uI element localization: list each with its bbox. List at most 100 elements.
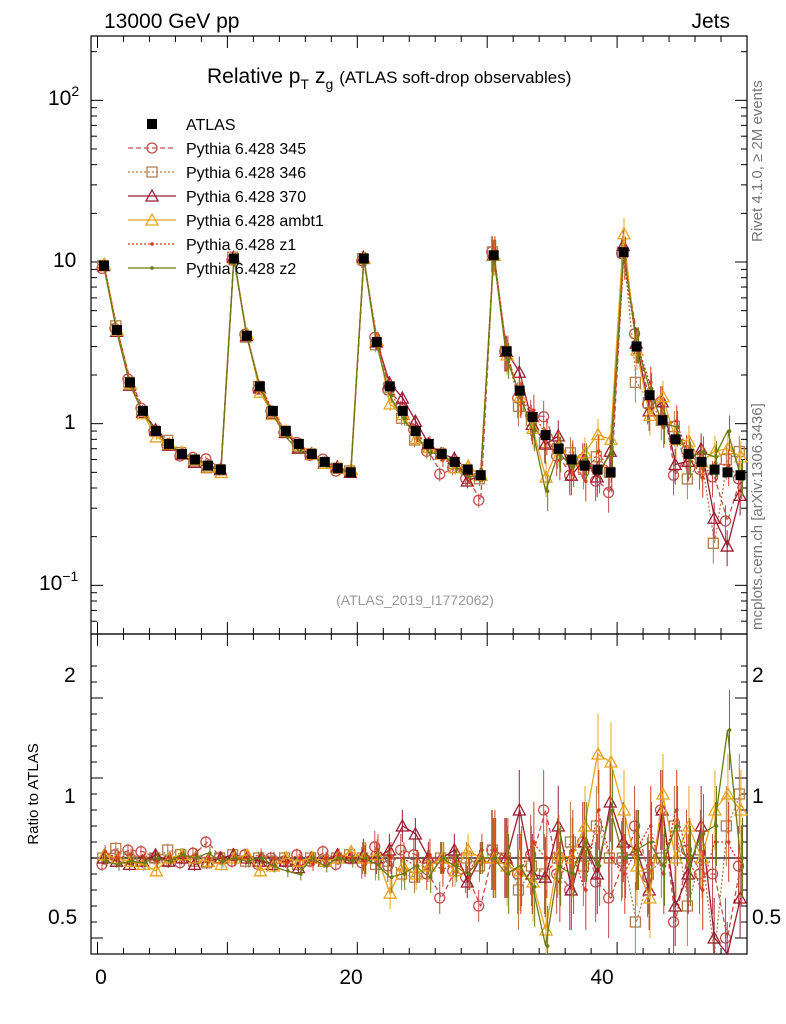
ratio-point (623, 856, 628, 860)
title-z: z (315, 65, 326, 88)
ratio-point (564, 836, 577, 848)
ratio-point (584, 840, 589, 844)
atlas-data-point (176, 448, 187, 459)
ratio-point (707, 930, 722, 944)
ratio-point (577, 818, 593, 832)
ratio-point (253, 863, 268, 877)
ratio-point (532, 840, 536, 844)
ratio-point (545, 856, 549, 860)
ratio-point (551, 818, 566, 832)
ratio-point (461, 842, 476, 856)
x-tick-label: 20 (339, 966, 362, 989)
ratio-point (512, 884, 525, 896)
ratio-point (733, 890, 748, 904)
ratio-point (109, 853, 124, 867)
ratio-point (383, 885, 398, 899)
data-point (642, 408, 658, 422)
data-point (603, 443, 618, 457)
atlas-data-point (137, 405, 148, 416)
ratio-point (162, 850, 177, 864)
atlas-data-point (592, 464, 603, 475)
ratio-point (117, 862, 121, 867)
ratio-point (642, 868, 655, 880)
ratio-point (103, 849, 107, 854)
ratio-point (97, 847, 112, 861)
ratio-point (571, 872, 576, 876)
data-point (668, 457, 683, 471)
ratio-tick-label-right: 1 (752, 785, 764, 808)
atlas-data-point (527, 411, 538, 422)
ratio-point (603, 794, 618, 808)
ratio-point (441, 856, 446, 860)
data-point (701, 450, 706, 454)
ratio-point (733, 802, 748, 816)
ratio-point (590, 746, 606, 760)
data-point (610, 452, 615, 456)
ratio-point (584, 888, 588, 892)
ratio-point (642, 890, 658, 904)
ratio-point (408, 849, 420, 861)
ratio-point (701, 832, 706, 836)
atlas-data-point (722, 467, 733, 478)
ratio-point (156, 856, 160, 860)
side-label-rivet: Rivet 4.1.0, ≥ 2M events (749, 80, 766, 242)
ratio-point (356, 847, 371, 861)
atlas-data-point (579, 460, 590, 471)
ratio-point (589, 876, 602, 888)
data-point (395, 390, 410, 404)
ratio-point (525, 866, 540, 880)
ratio-point (260, 856, 264, 860)
atlas-data-point (228, 253, 239, 264)
main-y-tick-labels: 102 10 1 10−1 (39, 83, 79, 595)
ratio-point (681, 818, 697, 832)
data-point (733, 488, 748, 502)
data-point (584, 457, 589, 461)
ratio-point (369, 850, 384, 864)
ratio-point (208, 851, 212, 855)
ratio-point (616, 834, 631, 848)
title-sub-T: T (300, 76, 309, 92)
atlas-data-point (163, 438, 174, 449)
ratio-point (493, 856, 498, 860)
ratio-point (629, 858, 645, 872)
data-point (434, 468, 446, 480)
ratio-point (532, 885, 537, 889)
ratio-series-layer (96, 690, 748, 956)
atlas-data-point (306, 448, 317, 459)
ratio-series-line (103, 752, 742, 931)
ratio-point (96, 850, 111, 864)
data-point (590, 427, 606, 441)
header-right: Jets (691, 10, 730, 33)
data-point (538, 411, 550, 423)
data-point (720, 538, 735, 552)
ratio-point (298, 856, 302, 860)
legend-marker (150, 242, 154, 246)
ratio-point (675, 824, 680, 828)
legend-marker-atlas (147, 119, 157, 129)
x-tick-labels: 0 20 40 (95, 966, 614, 989)
ratio-point (473, 900, 485, 912)
ratio-point (681, 866, 696, 880)
legend: ATLAS Pythia 6.428 345 Pythia 6.428 346 Pyt… (128, 117, 324, 278)
ratio-point (382, 842, 397, 856)
data-point (700, 475, 705, 480)
ratio-point (376, 862, 381, 867)
ratio-point (668, 898, 683, 912)
atlas-data-point (540, 430, 551, 441)
ratio-point (428, 853, 432, 857)
data-point (532, 429, 537, 433)
ratio-point (200, 836, 212, 848)
data-point (681, 453, 696, 467)
ratio-point (130, 859, 134, 863)
ratio-series-line (103, 729, 742, 947)
data-point (597, 449, 601, 453)
data-point (584, 479, 588, 484)
ratio-point (740, 856, 745, 860)
data-point (629, 376, 642, 389)
ratio-point (382, 855, 395, 867)
ratio-point (402, 872, 407, 876)
atlas-data-point (98, 260, 109, 271)
atlas-data-point (436, 448, 447, 459)
ratio-point (214, 857, 229, 871)
atlas-data-point (111, 324, 122, 335)
